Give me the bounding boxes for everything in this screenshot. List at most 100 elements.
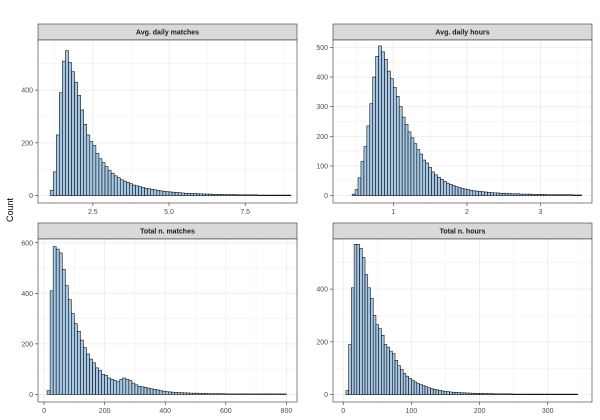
- histogram-bar: [58, 252, 63, 395]
- y-tick-label: 200: [316, 134, 328, 141]
- histogram-bar: [484, 393, 488, 395]
- panel-2: Avg. daily hours 1 2 3 0 100 200 300 400 500: [316, 23, 593, 216]
- histogram-bar: [501, 192, 506, 196]
- histogram-bar: [560, 194, 565, 196]
- histogram-bar: [525, 393, 529, 395]
- y-axis-label: Count: [5, 198, 15, 223]
- histogram-bar: [475, 190, 479, 196]
- histogram-bar: [237, 393, 242, 395]
- histogram-bar: [460, 392, 464, 395]
- histogram-bar: [254, 194, 258, 196]
- histogram-bar: [89, 141, 94, 196]
- histogram-bar: [223, 194, 228, 196]
- x-tick-label: 400: [159, 408, 171, 415]
- histogram-bar: [422, 385, 426, 395]
- x-tick-label: 200: [474, 408, 486, 415]
- histogram-bar: [501, 393, 505, 395]
- histogram-bar: [180, 392, 184, 395]
- histogram-bar: [378, 45, 382, 196]
- histogram-bar: [238, 194, 243, 196]
- panel-4: Total n. hours 0 100 200 300 0 200 400: [316, 222, 593, 415]
- histogram-bar: [471, 393, 475, 395]
- histogram-bar: [446, 182, 450, 196]
- histogram-bar: [146, 387, 151, 395]
- histogram-bar: [261, 393, 266, 395]
- histogram-bar: [216, 393, 221, 395]
- histogram-bar: [83, 124, 88, 196]
- histogram-bar: [550, 393, 554, 395]
- histogram-bar: [247, 194, 252, 196]
- histogram-bar: [240, 393, 245, 395]
- histogram-bar: [59, 92, 63, 196]
- histogram-bar: [214, 194, 219, 196]
- histogram-bar: [511, 393, 516, 395]
- histogram-bar: [180, 192, 185, 196]
- y-tick-label: 500: [316, 45, 328, 52]
- histogram-bar: [372, 315, 377, 395]
- histogram-bar: [177, 392, 181, 395]
- histogram-bar: [449, 391, 453, 395]
- histogram-bar: [537, 194, 541, 196]
- histogram-bar: [517, 393, 521, 395]
- histogram-bar: [484, 191, 488, 196]
- histogram-bar: [448, 184, 453, 196]
- panel-title: Total n. matches: [140, 229, 195, 236]
- histogram-bar: [95, 153, 100, 196]
- histogram-bar: [392, 353, 396, 395]
- histogram-bar: [387, 70, 391, 196]
- histogram-bar: [204, 393, 208, 395]
- histogram-bar: [555, 393, 559, 395]
- histogram-bar: [507, 193, 512, 196]
- histogram-bar: [536, 393, 540, 395]
- histogram-bar: [77, 330, 81, 395]
- histogram-bar: [416, 383, 420, 395]
- histogram-bar: [98, 370, 102, 395]
- y-tick-label: 400: [316, 287, 328, 294]
- histogram-bar: [140, 386, 145, 395]
- y-tick-label: 200: [21, 341, 33, 348]
- histogram-bar: [220, 194, 225, 196]
- histogram-bar: [351, 193, 356, 196]
- histogram-bar: [258, 393, 263, 395]
- histogram-bar: [462, 392, 467, 395]
- panel-title: Avg. daily matches: [136, 30, 199, 37]
- histogram-bar: [234, 393, 239, 395]
- histogram-bar: [393, 87, 397, 196]
- histogram-bar: [554, 194, 559, 196]
- histogram-bar: [440, 179, 444, 196]
- histogram-bar: [138, 186, 142, 196]
- histogram-bar: [128, 380, 133, 395]
- histogram-bar: [155, 389, 160, 395]
- histogram-bar: [232, 194, 237, 196]
- x-tick-label: 200: [99, 408, 111, 415]
- histogram-bar: [410, 137, 415, 196]
- histogram-bar: [498, 393, 502, 395]
- histogram-bar: [428, 167, 432, 196]
- histogram-bar: [383, 344, 388, 395]
- histogram-bar: [183, 392, 187, 395]
- histogram-bar: [381, 334, 385, 395]
- histogram-bar: [549, 194, 553, 196]
- histogram-bar: [544, 393, 548, 395]
- y-tick-label: 600: [21, 240, 33, 247]
- x-tick-label: 1: [391, 209, 395, 216]
- histogram-bar: [441, 390, 445, 395]
- histogram-bar: [561, 393, 565, 395]
- y-tick-label: 400: [21, 88, 33, 95]
- histogram-bar: [569, 194, 574, 196]
- histogram-bar: [547, 393, 551, 395]
- histogram-bar: [241, 194, 246, 196]
- x-tick-label: 0: [341, 408, 345, 415]
- histogram-bar: [165, 191, 170, 196]
- histogram-bar: [370, 298, 374, 395]
- histogram-bar: [400, 369, 404, 395]
- histogram-bar: [437, 176, 441, 196]
- histogram-bar: [196, 193, 200, 196]
- histogram-bar: [56, 134, 60, 196]
- histogram-bar: [110, 378, 115, 395]
- histogram-bar: [413, 381, 418, 395]
- histogram-bar: [186, 392, 190, 395]
- histogram-bar: [369, 103, 374, 196]
- histogram-bar: [514, 393, 518, 395]
- y-tick-label: 200: [316, 339, 328, 346]
